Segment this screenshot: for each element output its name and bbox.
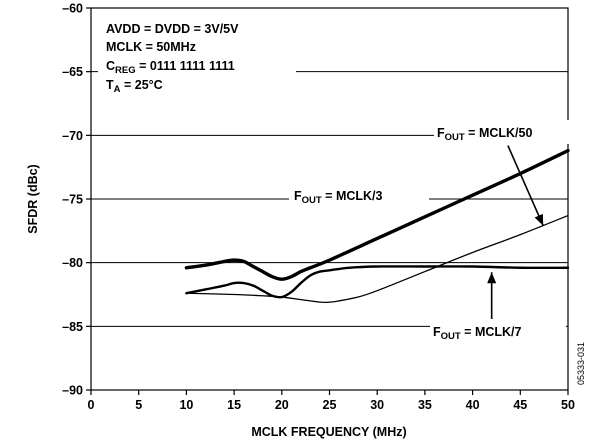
condition-creg: CREG = 0111 1111 1111 <box>106 59 235 76</box>
x-tick-label: 25 <box>323 398 337 412</box>
condition-creg-rest: = 0111 1111 1111 <box>136 59 235 73</box>
arrow-mclk50-shaft <box>507 145 544 227</box>
y-tick-label: –60 <box>62 2 83 16</box>
condition-mclk: MCLK = 50MHz <box>106 40 196 54</box>
series-label-mclk50-rest: = MCLK/50 <box>465 126 533 140</box>
series-label-mclk7: FOUT = MCLK/7 <box>433 325 522 342</box>
y-axis-ticks: –60 –65 –70 –75 –80 –85 –90 <box>62 2 91 398</box>
arrow-mclk7-head <box>487 272 497 284</box>
condition-ta-main: T <box>106 78 114 92</box>
series-label-mclk7-sub: OUT <box>441 331 461 342</box>
series-label-mclk50-sub: OUT <box>445 132 465 143</box>
x-tick-label: 30 <box>370 398 384 412</box>
series-lines <box>184 148 570 304</box>
series-line-mclk7 <box>185 265 570 299</box>
x-tick-label: 5 <box>135 398 142 412</box>
condition-ta-sub: A <box>114 84 121 95</box>
series-label-mclk3: FOUT = MCLK/3 <box>294 189 383 206</box>
series-label-mclk3-bg <box>289 183 429 207</box>
series-label-mclk50: FOUT = MCLK/50 <box>437 126 532 143</box>
x-tick-label: 35 <box>418 398 432 412</box>
x-tick-label: 15 <box>227 398 241 412</box>
x-tick-label: 0 <box>88 398 95 412</box>
y-tick-label: –70 <box>62 129 83 143</box>
y-tick-label: –85 <box>62 320 83 334</box>
condition-creg-main: C <box>106 59 115 73</box>
series-label-mclk3-rest: = MCLK/3 <box>322 189 383 203</box>
x-axis-ticks: 0 5 10 15 20 25 30 35 40 45 50 <box>88 390 575 412</box>
series-label-mclk7-main: F <box>433 325 441 339</box>
y-tick-label: –90 <box>62 384 83 398</box>
x-axis-title: MCLK FREQUENCY (MHz) <box>251 425 406 439</box>
conditions-box-bg <box>98 16 296 98</box>
series-label-mclk50-bg <box>434 120 570 144</box>
series-label-mclk7-bg <box>430 319 566 343</box>
y-tick-label: –75 <box>62 193 83 207</box>
figure-id: 05333-031 <box>576 342 586 385</box>
condition-ta-rest: = 25°C <box>121 78 163 92</box>
condition-ta: TA = 25°C <box>106 78 163 95</box>
x-tick-label: 45 <box>513 398 527 412</box>
x-tick-label: 20 <box>275 398 289 412</box>
annotation-arrows <box>487 145 544 323</box>
condition-supply: AVDD = DVDD = 3V/5V <box>106 22 239 36</box>
arrow-mclk50-head <box>534 213 544 226</box>
y-axis-title: SFDR (dBc) <box>26 164 40 233</box>
series-line-mclk50 <box>185 214 569 304</box>
x-tick-label: 40 <box>466 398 480 412</box>
condition-creg-sub: REG <box>115 65 136 76</box>
y-tick-label: –80 <box>62 256 83 270</box>
series-line-mclk3 <box>184 148 570 281</box>
x-tick-label: 10 <box>179 398 193 412</box>
series-label-mclk7-rest: = MCLK/7 <box>461 325 522 339</box>
series-label-mclk3-main: F <box>294 189 302 203</box>
x-tick-label: 50 <box>561 398 575 412</box>
series-label-mclk50-main: F <box>437 126 445 140</box>
y-tick-label: –65 <box>62 65 83 79</box>
series-label-mclk3-sub: OUT <box>302 195 322 206</box>
